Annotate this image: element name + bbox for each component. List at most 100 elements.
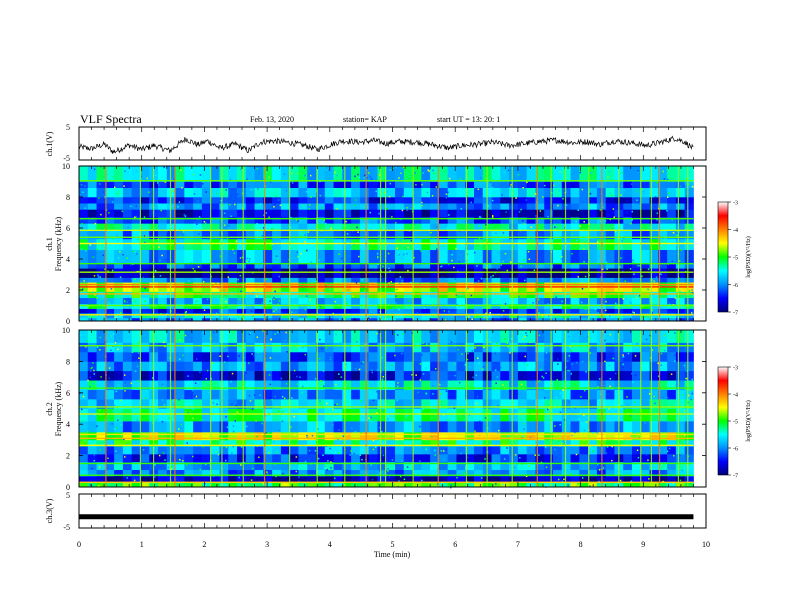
ch1-spectrogram-band-cell xyxy=(79,223,89,230)
ch2-spectrogram-band-cell xyxy=(544,469,554,477)
ch1-spectrogram-band-cell xyxy=(517,268,528,278)
ch2-spectrogram-band-cell xyxy=(368,399,378,409)
ch2-spectrogram-band-cell xyxy=(474,370,484,381)
ch2-spectrogram-band-cell xyxy=(649,389,659,400)
ch1-spectrogram-band-cell xyxy=(131,229,141,240)
ch2-spectrogram-band-cell xyxy=(122,361,133,372)
ch1-spectrogram-band-cell xyxy=(131,166,141,182)
ch2-spectrogram-band-cell xyxy=(219,408,229,422)
ch2-spectrogram-noise-speckle xyxy=(226,426,229,428)
ch2-spectrogram-noise-speckle xyxy=(217,453,220,456)
ch2-spectrogram-band-cell xyxy=(675,351,686,362)
ch2-spectrogram-band-cell xyxy=(219,351,229,362)
ch2-spectrogram-band-cell xyxy=(201,342,212,353)
ch2-spectrogram-band-cell xyxy=(517,446,528,455)
ch2-spectrogram-band-cell xyxy=(623,361,633,372)
ch2-spectrogram-sferic xyxy=(210,330,212,487)
ch1-spectrogram-band-cell xyxy=(245,291,255,299)
ch2-spectrogram-band-cell xyxy=(535,439,545,447)
ch1-spectrogram-noise-speckle xyxy=(237,278,239,281)
ch2-spectrogram-noise-speckle xyxy=(317,372,319,375)
ch1-spectrogram-band-cell xyxy=(588,181,598,188)
ch2-spectrogram-noise-speckle xyxy=(90,367,92,370)
ch2-spectrogram-noise-speckle xyxy=(382,375,385,378)
ch1-spectrogram-noise-speckle xyxy=(436,248,438,250)
ch1-spectrogram-band-cell xyxy=(684,217,694,224)
ch2-spectrogram-band-cell xyxy=(377,370,387,381)
ch1-spectrogram-band-cell xyxy=(210,187,220,198)
ch1-spectrogram-band-cell xyxy=(438,268,449,278)
ch1-spectrogram-band-cell xyxy=(517,197,528,204)
ch1-spectrogram-image xyxy=(79,166,694,323)
ch2-spectrogram-band-cell xyxy=(377,454,387,463)
ch2-spectrogram-band-cell xyxy=(359,351,370,362)
ch2-spectrogram-band-cell xyxy=(588,482,598,488)
ch2-spectrogram-noise-speckle xyxy=(371,369,373,371)
ch2-spectrogram-band-cell xyxy=(553,446,563,455)
ch1-spectrogram-noise-speckle xyxy=(426,191,429,194)
ch2-spectrogram-band-cell xyxy=(140,446,150,455)
ch2-spectrogram-band-cell xyxy=(605,399,615,409)
ch1-spectrogram-band-cell xyxy=(79,297,89,305)
ch1-spectrogram-band-cell xyxy=(307,303,317,309)
ch1-spectrogram-band-cell xyxy=(96,187,106,198)
ch2-spectrogram-band-cell xyxy=(588,330,598,343)
ch2-spectrogram-band-cell xyxy=(166,454,176,463)
ch1-spectrogram-band-cell xyxy=(430,197,440,204)
ch1-spectrogram-band-cell xyxy=(272,291,282,299)
ch1-spectrogram-band-cell xyxy=(412,303,422,309)
ch1-spectrogram-band-cell xyxy=(307,217,317,224)
ch1-spectrogram-band-cell xyxy=(623,317,633,322)
ch1-spectrogram-band-cell xyxy=(386,209,396,218)
ch2-spectrogram-noise-speckle xyxy=(90,475,93,477)
ch1-spectrogram-noise-speckle xyxy=(419,282,421,285)
ch1-spectrogram-band-cell xyxy=(553,268,563,278)
ch1-spectrogram-noise-speckle xyxy=(606,268,608,271)
ch1-spectrogram-noise-speckle xyxy=(391,241,393,244)
ch1-spectrogram-band-cell xyxy=(623,217,633,224)
ch1-spectrogram-band-cell xyxy=(526,297,536,305)
ch2-spectrogram-noise-speckle xyxy=(338,429,340,431)
ch1-spectrogram-band-cell xyxy=(201,166,212,182)
ch2-spectrogram-band-cell xyxy=(649,399,659,409)
ch1-spectrogram-noise-speckle xyxy=(488,307,490,309)
ch1-spectrogram-band-cell xyxy=(421,181,431,188)
ch1-spectrogram-noise-speckle xyxy=(579,247,582,249)
ch2-spectrogram-band-cell xyxy=(140,389,150,400)
ch2-spectrogram-noise-speckle xyxy=(582,467,584,469)
ch2-spectrogram-noise-speckle xyxy=(622,363,624,366)
ch2-spectrogram-noise-speckle xyxy=(387,470,389,472)
ch1-spectrogram-noise-speckle xyxy=(270,226,273,228)
ch1-spectrogram-noise-speckle xyxy=(636,199,638,201)
ch2-spectrogram-noise-speckle xyxy=(557,363,559,365)
ch2-spectrogram-noise-speckle xyxy=(606,446,609,448)
ch2-spectrogram-noise-speckle xyxy=(691,392,694,395)
ch2-spectrogram-noise-speckle xyxy=(482,345,484,348)
ch1-spectrogram-band-cell xyxy=(649,317,659,322)
ch2-spectrogram-band-cell xyxy=(245,454,255,463)
ch2-spectrogram-noise-speckle xyxy=(621,336,624,339)
ch2-spectrogram-band-cell xyxy=(675,454,686,463)
ch2-spectrogram-band-cell xyxy=(377,330,387,343)
ch1-spectrogram-band-cell xyxy=(386,181,396,188)
ch2-spectrogram-ylabel: Frequency (kHz) xyxy=(54,381,63,436)
ch1-spectrogram-band-cell xyxy=(509,263,519,269)
ch2-spectrogram-band-cell xyxy=(526,469,536,477)
ch2-spectrogram-band-cell xyxy=(184,370,194,381)
ch2-spectrogram-band-cell xyxy=(675,476,686,483)
ch1-spectrogram-band-cell xyxy=(237,223,247,230)
ch1-spectrogram-band-cell xyxy=(351,263,361,269)
ch2-spectrogram-band-cell xyxy=(114,342,124,353)
ch1-spectrogram-band-cell xyxy=(526,181,536,188)
ch2-spectrogram-band-cell xyxy=(430,476,440,483)
ch2-spectrogram-band-cell xyxy=(324,408,334,422)
ch2-spectrogram-band-cell xyxy=(684,351,694,362)
ch2-spectrogram-noise-speckle xyxy=(475,374,478,377)
ch1-spectrogram-noise-speckle xyxy=(456,304,458,306)
ch2-spectrogram-band-cell xyxy=(465,454,475,463)
ch2-spectrogram-band-cell xyxy=(359,342,370,353)
ch1-spectrogram-band-cell xyxy=(96,268,106,278)
ch1-spectrogram-noise-speckle xyxy=(538,312,540,314)
ch1-spectrogram-noise-speckle xyxy=(273,310,275,313)
ch1-spectrogram-noise-speckle xyxy=(298,315,300,317)
